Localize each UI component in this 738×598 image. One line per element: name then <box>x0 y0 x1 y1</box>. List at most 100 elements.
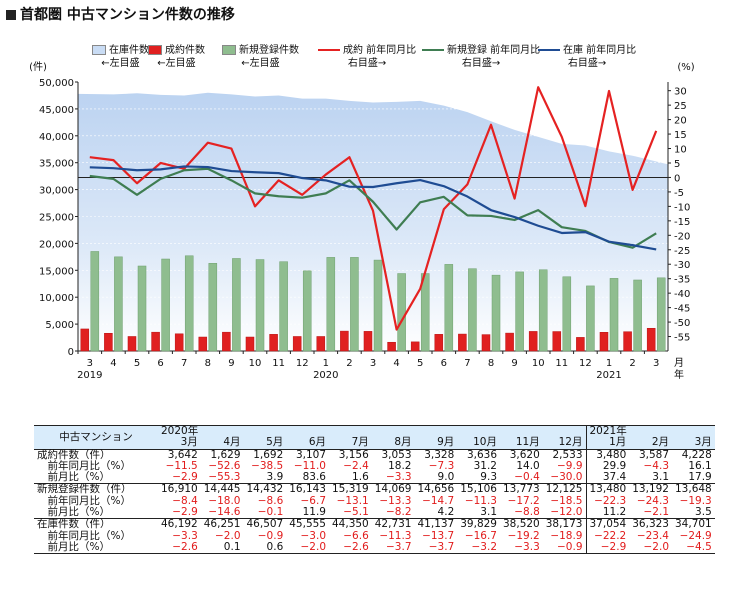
table-cell: −2.0 <box>629 541 672 555</box>
table-cell: −55.3 <box>208 471 241 484</box>
table-month-header: 1月 <box>585 437 630 450</box>
table-row: 新規登録件数（件） 16,910 14,445 14,432 16,143 15,319 1… <box>34 483 715 496</box>
legend-label: 在庫件数 <box>109 45 149 56</box>
table-cell: −8.2 <box>386 506 412 519</box>
table-cell: 18.2 <box>388 459 412 472</box>
bar-new-listings <box>562 276 572 352</box>
chart-title: 首都圏 中古マンション件数の推移 <box>6 4 235 24</box>
table-cell: 37,054 <box>585 518 630 531</box>
title-square-icon <box>6 10 16 20</box>
right-tick-label: -55 <box>674 333 690 344</box>
table-cell: −11.0 <box>293 459 326 472</box>
x-tick-label: 6 <box>157 358 163 369</box>
x-tick-label: 3 <box>653 358 659 369</box>
table-cell: −30.0 <box>550 471 583 484</box>
bar-new-listings <box>302 270 312 352</box>
table-cell: −11.3 <box>464 494 497 507</box>
x-tick-label: 12 <box>579 358 592 369</box>
table-cell: 3,107 <box>286 448 329 461</box>
table-cell: −6.7 <box>300 494 327 507</box>
table-cell: −4.5 <box>672 541 715 555</box>
table-month-header: 11月 <box>500 437 543 450</box>
table-cell: 15,319 <box>329 483 372 496</box>
x-tick-label: 10 <box>249 358 262 369</box>
table-cell: 2,533 <box>542 448 586 461</box>
table-month-header: 3月 <box>672 437 715 450</box>
line-series-stock-yoy <box>89 165 657 251</box>
table-cell: 29.9 <box>585 460 630 473</box>
x-tick-label: 11 <box>272 358 285 369</box>
table-cell: −19.2 <box>507 529 540 542</box>
table-cell: −24.9 <box>679 529 712 542</box>
table-cell: 3,642 <box>158 448 201 461</box>
table-corner-label: 中古マンション <box>34 425 158 450</box>
table-month-header: 8月 <box>371 437 415 450</box>
bar-contracts <box>104 332 113 352</box>
table-cell: 3,480 <box>585 448 630 461</box>
table-row: 前月比（%） −2.9 −55.3 3.9 83.6 1.6 −3.3 9.0 9.3 −0.4−… <box>34 472 715 484</box>
bar-new-listings <box>161 258 170 352</box>
left-tick-label: 40,000 <box>39 132 74 143</box>
x-tick-label: 10 <box>532 358 545 369</box>
bar-contracts <box>340 330 349 352</box>
chart-title-text: 首都圏 中古マンション件数の推移 <box>20 7 235 23</box>
right-tick-label: 10 <box>674 145 687 156</box>
table-row-label: 前月比（%） <box>37 506 110 519</box>
table-cell: −2.6 <box>329 541 372 555</box>
table-month-header: 5月 <box>243 437 287 450</box>
right-axis-unit: (%) <box>677 62 694 73</box>
table-cell: 3,156 <box>329 448 372 461</box>
table-row-label: 前月比（%） <box>34 541 158 555</box>
x-tick-label: 8 <box>205 358 211 369</box>
bar-new-listings <box>232 258 241 352</box>
table-row-label: 前年同月比（%） <box>37 494 131 507</box>
table-cell: 1.6 <box>352 471 369 484</box>
legend-label: 新規登録 前年同月比 <box>447 45 541 56</box>
bar-new-listings <box>137 265 147 352</box>
table-cell: 16.1 <box>688 459 712 472</box>
table-cell: 37.4 <box>585 472 630 484</box>
table-cell: −0.9 <box>542 541 586 555</box>
x-year-label: 2019 <box>77 370 102 381</box>
table-cell: 11.2 <box>585 507 630 519</box>
left-tick-label: 45,000 <box>39 105 74 116</box>
table-cell: 46,251 <box>200 518 244 531</box>
table-row-label: 在庫件数（件） <box>34 518 158 531</box>
bar-new-listings <box>444 264 454 352</box>
table-cell: −52.6 <box>208 459 241 472</box>
table-cell: −16.7 <box>464 529 497 542</box>
x-tick-label: 2 <box>629 358 635 369</box>
legend-swatch <box>148 45 162 55</box>
table-cell: 44,350 <box>329 518 372 531</box>
table-cell: 13,192 <box>629 483 672 496</box>
table-cell: −38.5 <box>251 459 284 472</box>
x-tick-label: 9 <box>511 358 517 369</box>
left-tick-label: 50,000 <box>39 78 74 89</box>
table-row: 前月比（%） −2.6 0.1 0.6 −2.0 −2.6 −3.7 −3.7 −3.2 −3.3… <box>34 541 715 555</box>
chart-svg: 0 5,000 10,000 15,000 20,000 25,000 30,000 35,0… <box>29 61 695 381</box>
table-cell: 13,480 <box>585 483 630 496</box>
bar-new-listings <box>279 261 288 352</box>
bar-new-listings <box>491 274 501 352</box>
legend-item-5: 在庫 前年同月比 右目盛→ <box>538 44 636 70</box>
right-tick-label: 0 <box>674 173 680 184</box>
bar-contracts <box>174 333 184 352</box>
table-row: 成約件数（件） 3,642 1,629 1,692 3,107 3,156 3,053 3,3… <box>34 448 715 461</box>
table-cell: −18.9 <box>550 529 583 542</box>
bar-new-listings <box>538 269 548 352</box>
table-cell: 14,432 <box>243 483 287 496</box>
bar-new-listings <box>114 256 123 352</box>
right-tick-label: -45 <box>674 304 690 315</box>
table-cell: 1,692 <box>243 448 287 461</box>
legend-label: 成約件数 <box>165 45 205 56</box>
table-row: 前年同月比（%） −3.3 −2.0 −0.9 −3.0 −6.6 −11.3 −13.7 −1… <box>34 529 715 542</box>
table-cell: 38,173 <box>542 518 586 531</box>
table-cell: 39,829 <box>457 518 500 531</box>
table-month-header: 6月 <box>286 437 329 450</box>
table-header-month: 3月 4月 5月 6月 7月 8月 9月 10月 11月 12月 1月 2月 3月 <box>34 437 715 450</box>
legend-item-1: 成約件数 ←左目盛 <box>148 44 205 70</box>
right-tick-label: -30 <box>674 260 690 271</box>
legend-axis-note: 右目盛→ <box>567 58 607 69</box>
table-month-header: 3月 <box>158 437 201 450</box>
bar-new-listings <box>350 257 359 352</box>
